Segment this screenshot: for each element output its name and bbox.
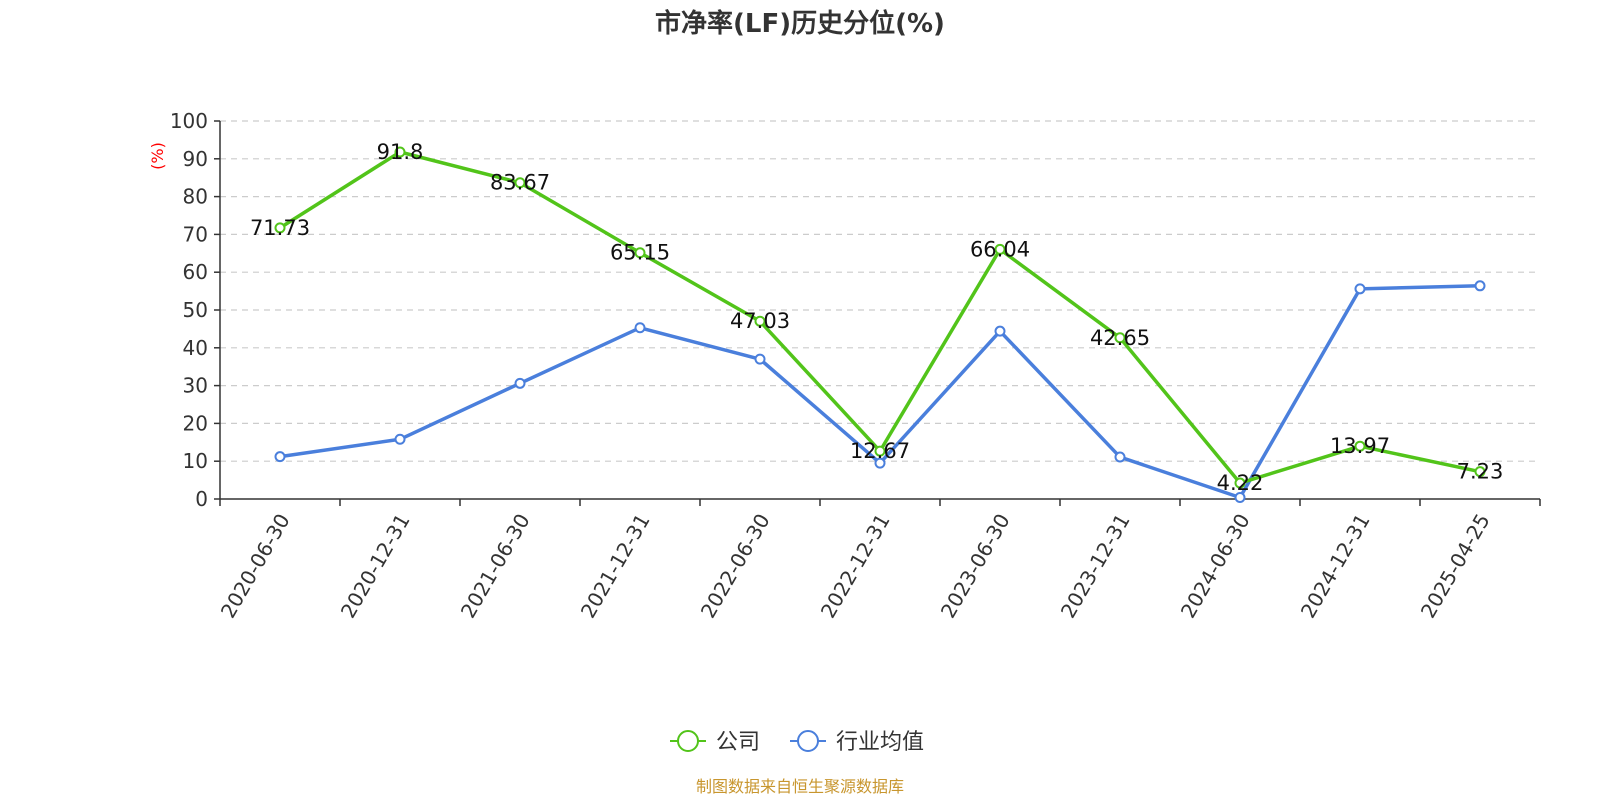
y-tick-label: 90 xyxy=(183,147,208,171)
series-line xyxy=(279,150,1481,485)
data-label: 13.97 xyxy=(1330,434,1390,458)
data-point[interactable] xyxy=(1114,451,1126,463)
x-tick-label: 2020-12-31 xyxy=(336,510,415,623)
y-tick-label: 100 xyxy=(170,109,208,133)
legend-marker-icon xyxy=(797,730,819,752)
data-point[interactable] xyxy=(1234,491,1246,503)
series-layer xyxy=(274,146,1486,503)
y-tick-label: 60 xyxy=(183,260,208,284)
x-tick-label: 2021-06-30 xyxy=(456,510,535,623)
y-tick-label: 50 xyxy=(183,298,208,322)
legend[interactable]: 公司 行业均值 xyxy=(670,730,924,755)
data-label: 7.23 xyxy=(1457,460,1504,484)
x-tick-label: 2022-06-30 xyxy=(696,510,775,623)
data-point[interactable] xyxy=(634,322,646,334)
data-label: 91.8 xyxy=(377,140,424,164)
data-point[interactable] xyxy=(1474,280,1486,292)
y-tick-label: 0 xyxy=(195,487,208,511)
x-tick-label: 2023-06-30 xyxy=(936,510,1015,623)
y-tick-label: 40 xyxy=(183,336,208,360)
x-tick-label: 2021-12-31 xyxy=(576,510,655,623)
data-label: 42.65 xyxy=(1090,326,1150,350)
x-tick-label: 2025-04-25 xyxy=(1416,510,1495,623)
chart-title: 市净率(LF)历史分位(%) xyxy=(655,8,945,39)
data-label: 4.22 xyxy=(1217,471,1264,495)
x-tick-label: 2023-12-31 xyxy=(1056,510,1135,623)
data-point[interactable] xyxy=(754,315,766,327)
y-tick-label: 70 xyxy=(183,222,208,246)
data-point[interactable] xyxy=(874,457,886,469)
x-tick-label: 2024-12-31 xyxy=(1296,510,1375,623)
data-point[interactable] xyxy=(514,177,526,189)
data-label: 47.03 xyxy=(730,309,790,333)
data-label: 83.67 xyxy=(490,171,550,195)
y-tick-label: 30 xyxy=(183,374,208,398)
data-point[interactable] xyxy=(274,451,286,463)
legend-label: 行业均值 xyxy=(836,730,924,755)
x-tick-label: 2022-12-31 xyxy=(816,510,895,623)
data-label: 65.15 xyxy=(610,241,670,265)
data-point[interactable] xyxy=(634,247,646,259)
source-text: 制图数据来自恒生聚源数据库 xyxy=(696,777,904,796)
legend-item[interactable]: 行业均值 xyxy=(790,730,924,755)
grid-layer xyxy=(220,120,1540,462)
data-point[interactable] xyxy=(1354,283,1366,295)
data-point[interactable] xyxy=(1114,332,1126,344)
data-point[interactable] xyxy=(874,445,886,457)
x-tick-label: 2020-06-30 xyxy=(216,510,295,623)
data-point[interactable] xyxy=(754,353,766,365)
axis-layer: 0 10 20 30 40 50 60 70 80 90 100 2020-06-30 2020-12-… xyxy=(170,109,1541,623)
data-point[interactable] xyxy=(1354,440,1366,452)
y-axis-label: (%) xyxy=(148,142,167,170)
x-tick-label: 2024-06-30 xyxy=(1176,510,1255,623)
data-point[interactable] xyxy=(394,433,406,445)
data-point[interactable] xyxy=(394,146,406,158)
legend-item[interactable]: 公司 xyxy=(670,730,760,755)
legend-label: 公司 xyxy=(716,730,760,755)
data-point[interactable] xyxy=(1474,466,1486,478)
data-point[interactable] xyxy=(994,325,1006,337)
y-tick-label: 10 xyxy=(183,449,208,473)
label-layer: 71.73 91.8 83.67 65.15 47.03 12.67 66.04 42.65 4… xyxy=(250,140,1503,495)
y-tick-label: 80 xyxy=(183,185,208,209)
data-label: 71.73 xyxy=(250,216,310,240)
data-point[interactable] xyxy=(994,243,1006,255)
data-point[interactable] xyxy=(514,377,526,389)
data-label: 66.04 xyxy=(970,237,1030,261)
data-point[interactable] xyxy=(1234,477,1246,489)
data-point[interactable] xyxy=(274,222,286,234)
y-tick-label: 20 xyxy=(183,411,208,435)
data-label: 12.67 xyxy=(850,439,910,463)
legend-marker-icon xyxy=(677,730,699,752)
